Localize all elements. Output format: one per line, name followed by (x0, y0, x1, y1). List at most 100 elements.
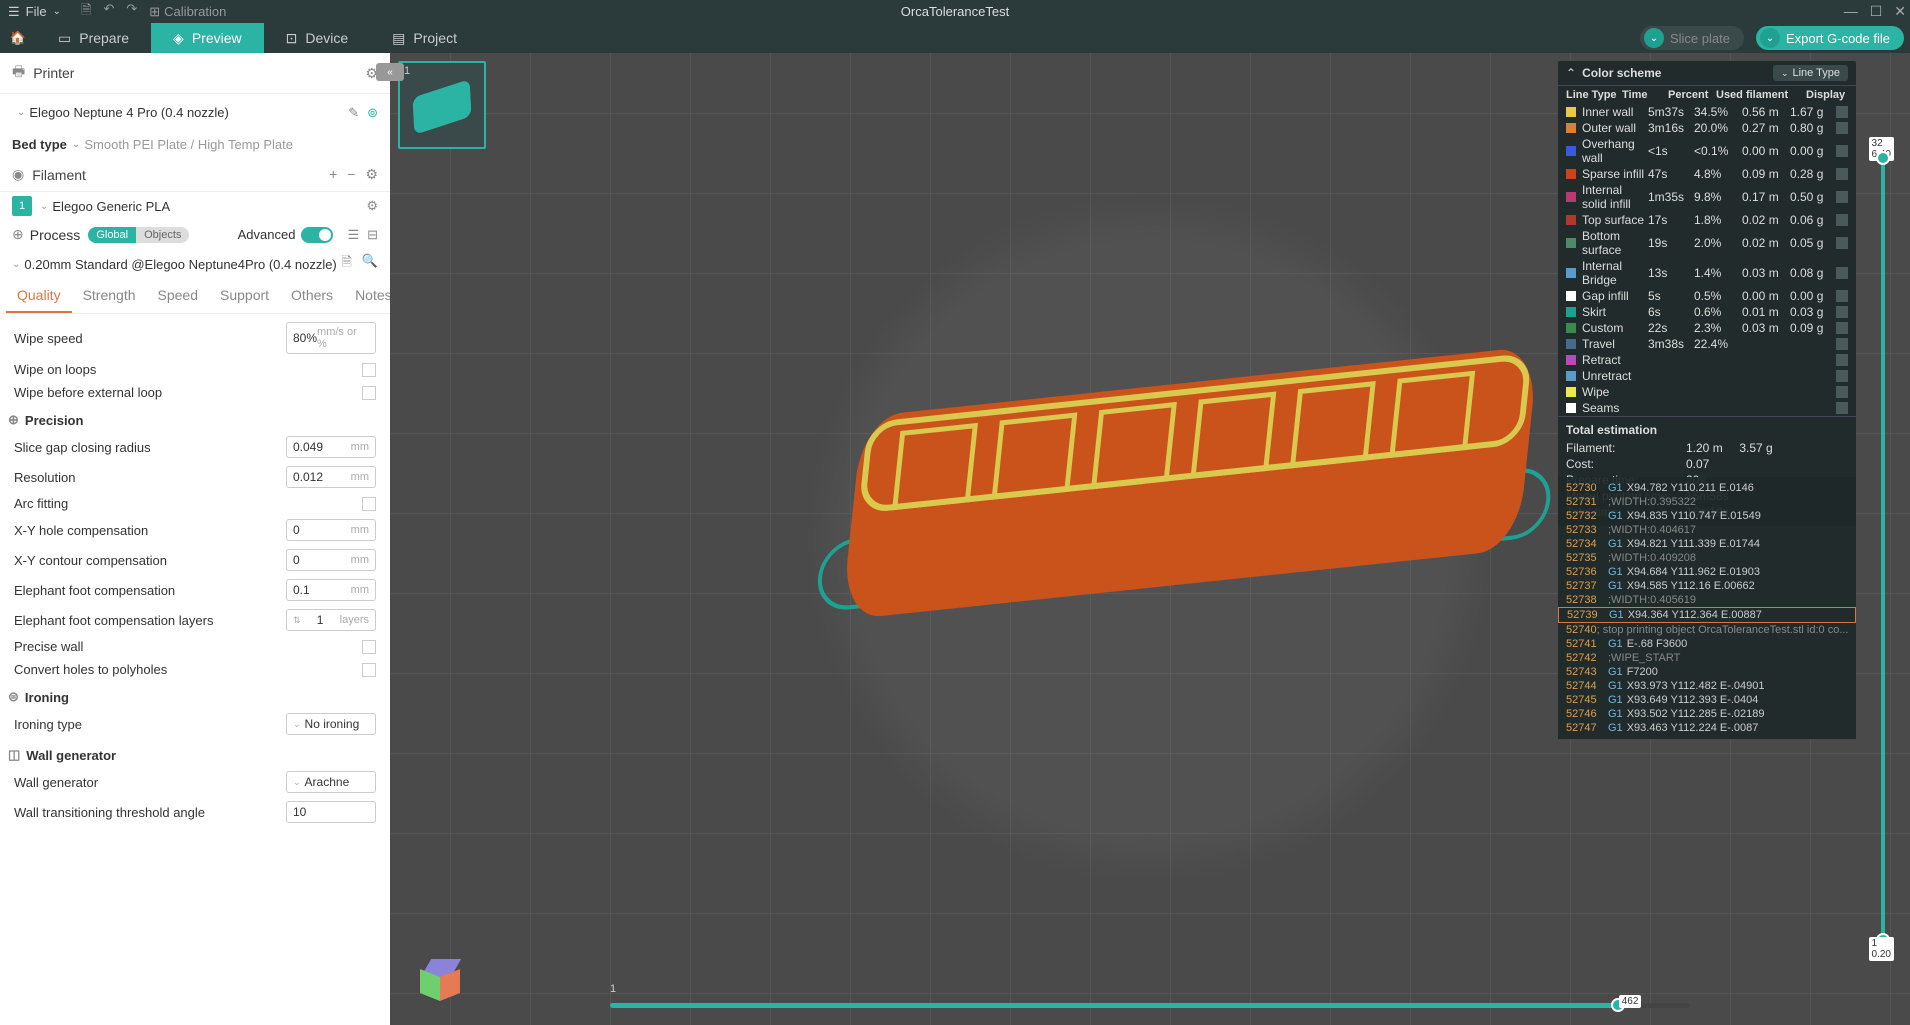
global-objects-toggle[interactable]: Global Objects (88, 227, 189, 243)
save-icon[interactable]: 🗎 (81, 1, 91, 23)
arc-fitting-checkbox[interactable] (362, 497, 376, 511)
slider-handle-top[interactable] (1876, 151, 1890, 165)
gear-icon[interactable]: ⚙ (366, 198, 378, 214)
gcode-line[interactable]: 52734 G1 X94.821 Y111.339 E.01744 (1558, 537, 1856, 551)
3d-viewport[interactable]: 1 1 462 (390, 53, 1910, 1025)
legend-row[interactable]: Gap infill 5s 0.5% 0.00 m 0.00 g (1558, 288, 1856, 304)
legend-row[interactable]: Custom 22s 2.3% 0.03 m 0.09 g (1558, 320, 1856, 336)
remove-icon[interactable]: − (347, 166, 355, 183)
save-preset-icon[interactable]: 🗎 (341, 253, 351, 275)
gcode-line[interactable]: 52744 G1 X93.973 Y112.482 E-.04901 (1558, 679, 1856, 693)
tab-preview[interactable]: ◈Preview (151, 23, 264, 53)
legend-row[interactable]: Bottom surface 19s 2.0% 0.02 m 0.05 g (1558, 228, 1856, 258)
legend-row[interactable]: Wipe (1558, 384, 1856, 400)
display-checkbox[interactable] (1836, 214, 1848, 226)
legend-row[interactable]: Internal Bridge 13s 1.4% 0.03 m 0.08 g (1558, 258, 1856, 288)
display-checkbox[interactable] (1836, 106, 1848, 118)
home-button[interactable]: 🏠 (0, 23, 36, 53)
wipe-ext-checkbox[interactable] (362, 386, 376, 400)
filament-select[interactable]: ⌄Elegoo Generic PLA (40, 199, 358, 214)
printer-select[interactable]: ⌄Elegoo Neptune 4 Pro (0.4 nozzle) (12, 100, 348, 125)
vertical-layer-slider[interactable]: 326.40 10.20 (1872, 133, 1894, 965)
compare-icon[interactable]: ⊟ (367, 227, 378, 243)
gcode-line[interactable]: 52733 ;WIDTH:0.404617 (1558, 523, 1856, 537)
file-menu[interactable]: ☰ File ⌄ (8, 4, 61, 20)
wipe-loops-checkbox[interactable] (362, 363, 376, 377)
legend-row[interactable]: Overhang wall <1s <0.1% 0.00 m 0.00 g (1558, 136, 1856, 166)
gcode-line[interactable]: 52746 G1 X93.502 Y112.285 E-.02189 (1558, 707, 1856, 721)
elephant-foot-input[interactable]: 0.1mm (286, 579, 376, 601)
display-checkbox[interactable] (1836, 237, 1848, 249)
search-icon[interactable]: 🔍 (362, 253, 378, 275)
display-checkbox[interactable] (1836, 168, 1848, 180)
display-checkbox[interactable] (1836, 145, 1848, 157)
collapse-icon[interactable]: ⌃ (1566, 66, 1576, 80)
collapse-sidebar-button[interactable]: « (376, 63, 404, 81)
advanced-toggle[interactable] (301, 227, 333, 243)
gcode-line[interactable]: 52739 G1 X94.364 Y112.364 E.00887 (1558, 607, 1856, 623)
display-checkbox[interactable] (1836, 322, 1848, 334)
maximize-icon[interactable]: ☐ (1870, 3, 1883, 20)
preset-select[interactable]: ⌄0.20mm Standard @Elegoo Neptune4Pro (0.… (12, 257, 341, 272)
display-checkbox[interactable] (1836, 267, 1848, 279)
legend-row[interactable]: Internal solid infill 1m35s 9.8% 0.17 m … (1558, 182, 1856, 212)
axis-gizmo[interactable] (404, 951, 464, 1011)
precise-wall-checkbox[interactable] (362, 640, 376, 654)
gcode-line[interactable]: 52740 ; stop printing object OrcaToleran… (1558, 623, 1856, 637)
gcode-line[interactable]: 52732 G1 X94.835 Y110.747 E.01549 (1558, 509, 1856, 523)
legend-row[interactable]: Top surface 17s 1.8% 0.02 m 0.06 g (1558, 212, 1856, 228)
horizontal-moves-slider[interactable]: 1 462 (610, 999, 1690, 1011)
legend-row[interactable]: Inner wall 5m37s 34.5% 0.56 m 1.67 g (1558, 104, 1856, 120)
undo-icon[interactable]: ↶ (103, 1, 114, 23)
tab-project[interactable]: ▤Project (370, 23, 479, 53)
xy-contour-input[interactable]: 0mm (286, 549, 376, 571)
list-icon[interactable]: ☰ (347, 227, 359, 243)
legend-row[interactable]: Travel 3m38s 22.4% (1558, 336, 1856, 352)
wall-generator-select[interactable]: ⌄Arachne (286, 771, 376, 793)
polyhole-checkbox[interactable] (362, 663, 376, 677)
display-checkbox[interactable] (1836, 338, 1848, 350)
tab-others[interactable]: Others (280, 279, 344, 313)
gcode-line[interactable]: 52737 G1 X94.585 Y112.16 E.00662 (1558, 579, 1856, 593)
tab-speed[interactable]: Speed (147, 279, 209, 313)
resolution-input[interactable]: 0.012mm (286, 466, 376, 488)
edit-icon[interactable]: ✎ (348, 105, 359, 121)
chevron-down-icon[interactable]: ⌄ (1760, 28, 1780, 48)
xy-hole-input[interactable]: 0mm (286, 519, 376, 541)
gcode-line[interactable]: 52730 G1 X94.782 Y110.211 E.0146 (1558, 481, 1856, 495)
plate-thumbnail[interactable]: 1 (398, 61, 486, 149)
legend-row[interactable]: Sparse infill 47s 4.8% 0.09 m 0.28 g (1558, 166, 1856, 182)
gcode-line[interactable]: 52741 G1 E-.68 F3600 (1558, 637, 1856, 651)
elephant-layers-input[interactable]: ⇅ 1layers (286, 609, 376, 631)
add-icon[interactable]: + (329, 166, 337, 183)
gcode-line[interactable]: 52736 G1 X94.684 Y111.962 E.01903 (1558, 565, 1856, 579)
slice-plate-button[interactable]: ⌄Slice plate (1640, 26, 1744, 50)
legend-row[interactable]: Seams (1558, 400, 1856, 416)
gcode-line[interactable]: 52745 G1 X93.649 Y112.393 E-.0404 (1558, 693, 1856, 707)
legend-row[interactable]: Retract (1558, 352, 1856, 368)
scheme-type-select[interactable]: ⌄Line Type (1773, 65, 1848, 81)
export-gcode-button[interactable]: ⌄Export G-code file (1756, 26, 1904, 50)
gcode-line[interactable]: 52731 ;WIDTH:0.395322 (1558, 495, 1856, 509)
display-checkbox[interactable] (1836, 386, 1848, 398)
filament-color-swatch[interactable]: 1 (12, 196, 32, 216)
wall-trans-input[interactable]: 10 (286, 801, 376, 823)
legend-row[interactable]: Outer wall 3m16s 20.0% 0.27 m 0.80 g (1558, 120, 1856, 136)
gcode-line[interactable]: 52735 ;WIDTH:0.409208 (1558, 551, 1856, 565)
display-checkbox[interactable] (1836, 290, 1848, 302)
display-checkbox[interactable] (1836, 122, 1848, 134)
bed-type-select[interactable]: ⌄Smooth PEI Plate / High Temp Plate (72, 137, 293, 152)
gcode-line[interactable]: 52743 G1 F7200 (1558, 665, 1856, 679)
gcode-line[interactable]: 52747 G1 X93.463 Y112.224 E-.0087 (1558, 721, 1856, 735)
close-icon[interactable]: ✕ (1894, 3, 1906, 20)
ironing-type-select[interactable]: ⌄No ironing (286, 713, 376, 735)
legend-row[interactable]: Unretract (1558, 368, 1856, 384)
display-checkbox[interactable] (1836, 402, 1848, 414)
slice-gap-input[interactable]: 0.049mm (286, 436, 376, 458)
legend-row[interactable]: Skirt 6s 0.6% 0.01 m 0.03 g (1558, 304, 1856, 320)
redo-icon[interactable]: ↷ (126, 1, 137, 23)
wipe-speed-input[interactable]: 80%mm/s or % (286, 322, 376, 354)
gcode-line[interactable]: 52742 ;WIPE_START (1558, 651, 1856, 665)
tab-support[interactable]: Support (209, 279, 280, 313)
display-checkbox[interactable] (1836, 370, 1848, 382)
